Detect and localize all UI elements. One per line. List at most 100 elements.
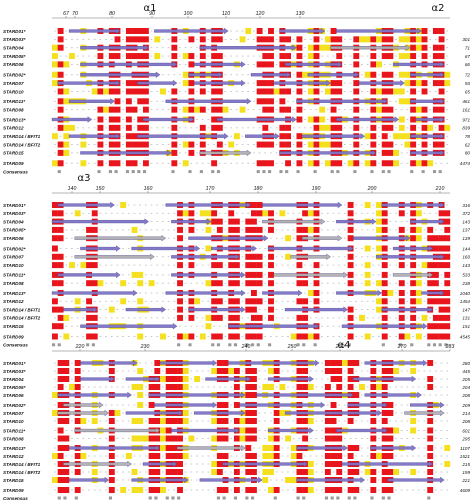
residue-cell	[91, 226, 98, 233]
residue-end-number: 1521	[460, 454, 471, 459]
residue-cell	[410, 235, 417, 242]
gap-dot	[173, 282, 176, 284]
gap-dot	[355, 420, 358, 422]
residue-cell	[239, 418, 246, 424]
gap-dot	[343, 317, 346, 319]
residue-cell	[251, 435, 257, 442]
residue-cell	[421, 28, 428, 34]
gap-dot	[292, 386, 295, 388]
gap-dot	[156, 300, 159, 302]
secondary-structure-arrow	[341, 460, 434, 468]
secondary-structure-arrow	[301, 133, 366, 140]
gap-dot	[162, 38, 164, 40]
gap-dot	[343, 212, 346, 214]
residue-cell	[52, 226, 58, 233]
gap-dot	[258, 370, 261, 372]
secondary-structure-arrow	[63, 401, 104, 409]
residue-cell	[233, 487, 240, 493]
residue-cell	[211, 333, 218, 340]
gap-dot	[355, 336, 358, 337]
residue-cell	[427, 487, 434, 493]
gap-dot	[361, 455, 363, 457]
secondary-structure-arrow	[256, 391, 354, 399]
residue-cell	[376, 245, 382, 252]
residue-cell	[182, 106, 189, 113]
residue-cell	[233, 280, 240, 287]
gap-dot	[179, 91, 181, 92]
gap-dot	[65, 38, 68, 40]
secondary-structure-arrow	[193, 79, 246, 87]
gap-dot	[440, 378, 443, 380]
residue-cell	[69, 53, 75, 60]
sequence-name: STARD05*	[3, 228, 26, 233]
residue-cell	[57, 427, 64, 434]
secondary-structure-arrow	[159, 359, 218, 367]
gap-dot	[343, 109, 346, 111]
gap-dot	[167, 55, 170, 57]
residue-cell	[148, 487, 155, 493]
gap-dot	[162, 55, 164, 57]
residue-cell	[285, 141, 291, 148]
gap-dot	[139, 204, 141, 206]
residue-cell	[330, 435, 337, 442]
residue-cell	[131, 141, 138, 148]
residue-cell	[330, 88, 337, 95]
secondary-structure-arrow	[171, 253, 240, 260]
gap-dot	[93, 38, 96, 40]
residue-cell	[347, 280, 354, 287]
consensus-mark	[216, 170, 221, 174]
residue-cell	[387, 469, 394, 475]
gap-dot	[122, 420, 124, 422]
sequence-name: STARD05*	[3, 385, 26, 390]
gap-dot	[88, 91, 90, 92]
gap-dot	[361, 282, 363, 284]
residue-cell	[341, 360, 348, 366]
alignment-row: STARD14 / BFIT2 62	[3, 141, 470, 148]
residue-cell	[171, 453, 178, 459]
residue-cell	[251, 298, 257, 305]
gap-dot	[378, 471, 380, 473]
residue-cell	[114, 98, 121, 105]
residue-cell	[137, 384, 144, 390]
gap-dot	[247, 212, 250, 214]
gap-dot	[224, 127, 227, 129]
gap-dot	[423, 212, 426, 214]
secondary-structure-arrow	[148, 391, 246, 399]
residue-cell	[285, 88, 291, 95]
gap-dot	[361, 256, 363, 258]
gap-dot	[326, 212, 329, 214]
residue-cell	[421, 88, 428, 95]
consensus-mark	[142, 170, 147, 174]
residue-cell	[211, 298, 218, 305]
alignment-row: STARD10 208	[3, 418, 470, 424]
residue-cell	[262, 61, 269, 68]
sequence-name: STARD01*	[3, 29, 26, 34]
gap-dot	[361, 447, 363, 449]
residue-cell	[137, 271, 144, 278]
gap-dot	[230, 420, 232, 422]
residue-cell	[125, 53, 132, 60]
residue-cell	[398, 333, 405, 340]
residue-cell	[125, 116, 132, 123]
residue-cell	[222, 453, 229, 459]
gap-dot	[65, 109, 68, 111]
gap-dot	[122, 479, 124, 481]
gap-dot	[395, 127, 397, 129]
gap-dot	[326, 119, 329, 120]
gap-dot	[321, 282, 323, 284]
residue-cell	[154, 435, 161, 442]
residue-cell	[216, 418, 223, 424]
gap-dot	[366, 370, 369, 372]
gap-dot	[361, 248, 363, 249]
gap-dot	[292, 300, 295, 302]
gap-dot	[252, 55, 255, 57]
residue-cell	[268, 253, 274, 260]
residue-cell	[410, 314, 417, 321]
gap-dot	[196, 212, 198, 214]
residue-cell	[319, 124, 326, 131]
gap-dot	[71, 212, 73, 214]
residue-cell	[52, 271, 58, 278]
consensus-mark	[256, 343, 260, 347]
gap-dot	[292, 91, 295, 92]
gap-dot	[395, 100, 397, 102]
